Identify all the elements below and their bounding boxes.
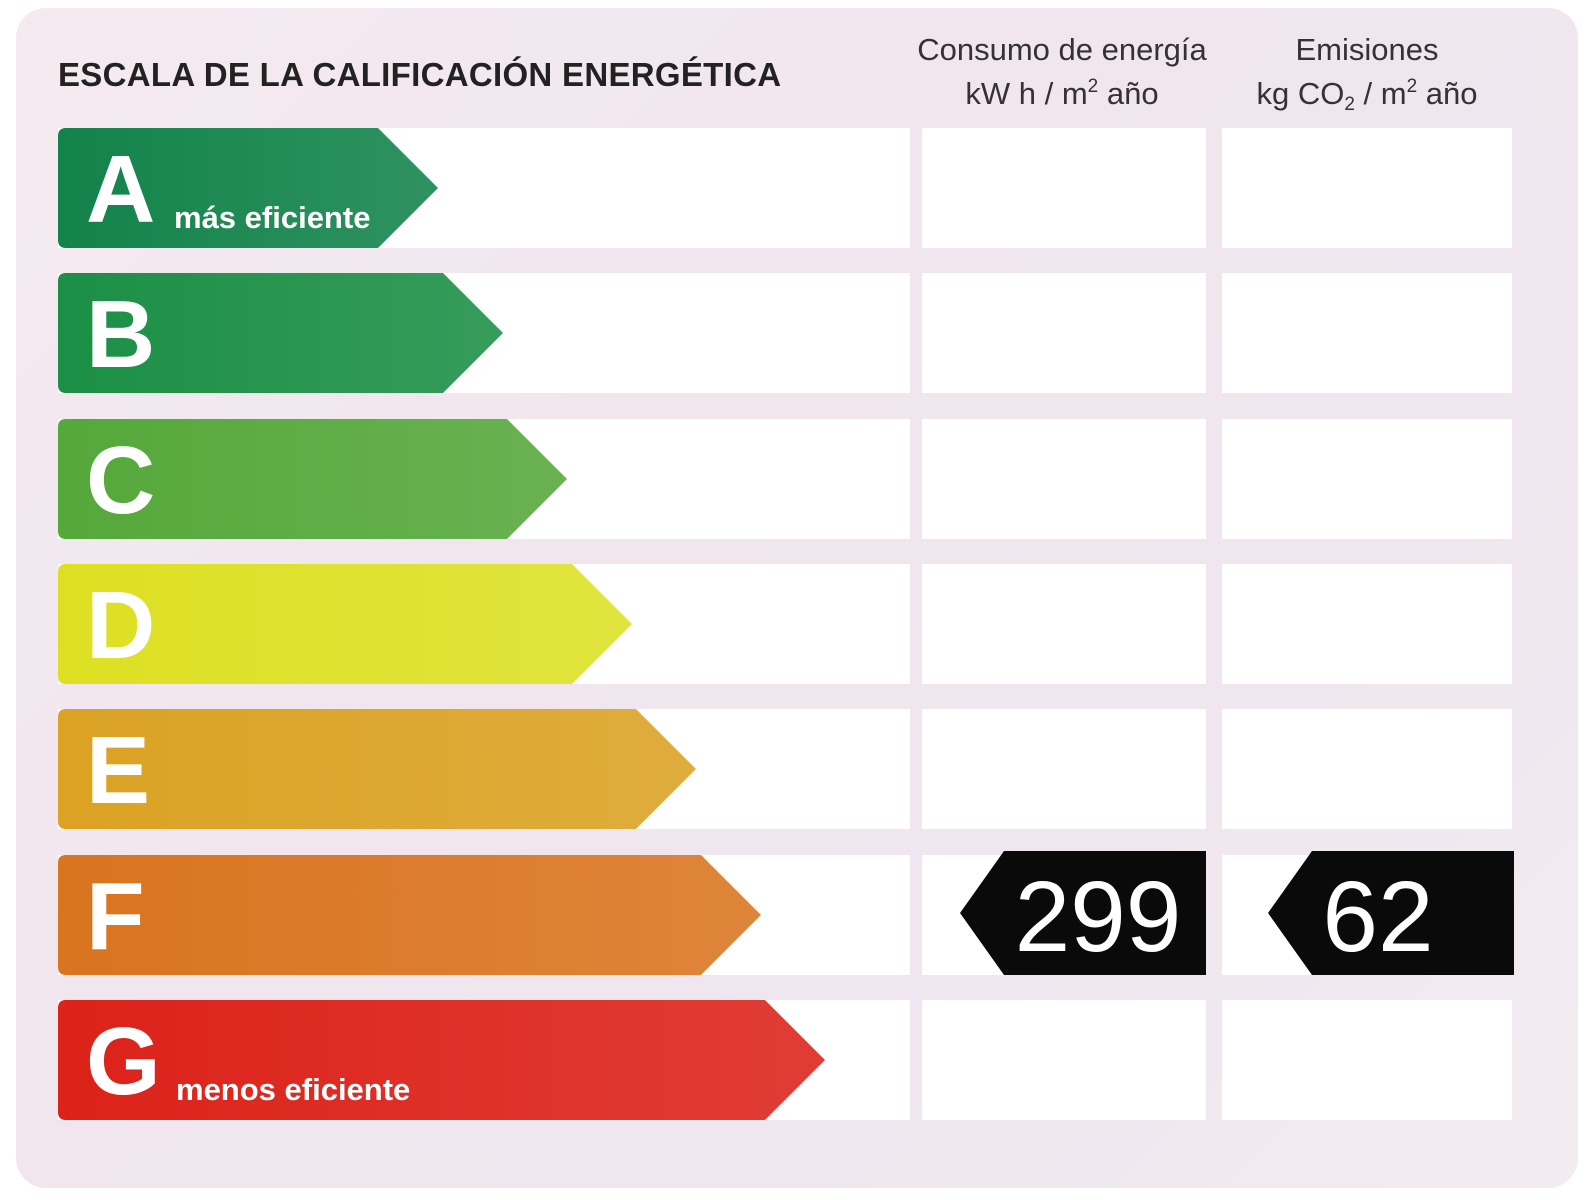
emissions-unit-sub: 2: [1344, 94, 1355, 115]
grade-letter-d: D: [86, 572, 155, 679]
grade-arrow-f: [58, 855, 761, 975]
grade-arrow-a: [58, 128, 438, 248]
grade-arrow-d: [58, 564, 632, 684]
grade-caption-g: menos eficiente: [176, 1072, 411, 1107]
energy-cell-a: [922, 128, 1206, 248]
energy-unit-prefix: kW h / m: [965, 76, 1088, 111]
emissions-unit-suffix: año: [1417, 76, 1478, 111]
energy-unit-sup: 2: [1087, 76, 1099, 97]
grade-letter-a: A: [86, 136, 155, 243]
grade-arrow-e: [58, 709, 696, 829]
energy-cell-d: [922, 564, 1206, 684]
emissions-header-title: Emisiones: [1295, 32, 1439, 67]
energy-cell-c: [922, 419, 1206, 539]
grade-arrow-shape-f: [58, 855, 761, 975]
grade-arrow-shape-e: [58, 709, 696, 829]
emissions-value-marker: 62: [1268, 851, 1514, 975]
grade-arrow-shape-c: [58, 419, 567, 539]
emissions-cell-b: [1222, 273, 1512, 393]
emissions-unit-sup: 2: [1406, 76, 1418, 97]
grade-caption-a: más eficiente: [174, 200, 371, 235]
emissions-unit-mid: / m: [1354, 76, 1407, 111]
grade-arrow-shape-d: [58, 564, 632, 684]
emissions-header-unit: kg CO2 / m2 año: [1222, 72, 1512, 116]
emissions-cell-e: [1222, 709, 1512, 829]
grade-arrow-shape-a: [58, 128, 438, 248]
emissions-cell-d: [1222, 564, 1512, 684]
energy-cell-e: [922, 709, 1206, 829]
energy-cell-b: [922, 273, 1206, 393]
emissions-cell-g: [1222, 1000, 1512, 1120]
emissions-cell-c: [1222, 419, 1512, 539]
emissions-cell-a: [1222, 128, 1512, 248]
grade-arrow-b: [58, 273, 503, 393]
grade-arrow-shape-g: [58, 1000, 825, 1120]
energy-header-title: Consumo de energía: [917, 32, 1207, 67]
emissions-value-marker-shape: [1268, 851, 1514, 975]
grade-letter-e: E: [86, 717, 150, 824]
energy-header-unit: kW h / m2 año: [912, 72, 1212, 116]
emissions-header: Emisiones kg CO2 / m2 año: [1222, 28, 1512, 116]
grade-letter-b: B: [86, 281, 155, 388]
emissions-unit-prefix: kg CO: [1256, 76, 1345, 111]
energy-value-text: 299: [1015, 861, 1182, 973]
energy-consumption-header: Consumo de energía kW h / m2 año: [912, 28, 1212, 116]
grade-letter-g: G: [86, 1008, 161, 1115]
grade-arrow-g: [58, 1000, 825, 1120]
energy-cell-g: [922, 1000, 1206, 1120]
energy-value-marker: 299: [960, 851, 1206, 975]
emissions-value-text: 62: [1322, 861, 1433, 973]
energy-unit-suffix: año: [1098, 76, 1159, 111]
grade-letter-f: F: [86, 863, 145, 970]
energy-value-marker-shape: [960, 851, 1206, 975]
scale-title: ESCALA DE LA CALIFICACIÓN ENERGÉTICA: [58, 56, 782, 93]
grade-letter-c: C: [86, 427, 155, 534]
grade-arrow-c: [58, 419, 567, 539]
grade-arrow-shape-b: [58, 273, 503, 393]
